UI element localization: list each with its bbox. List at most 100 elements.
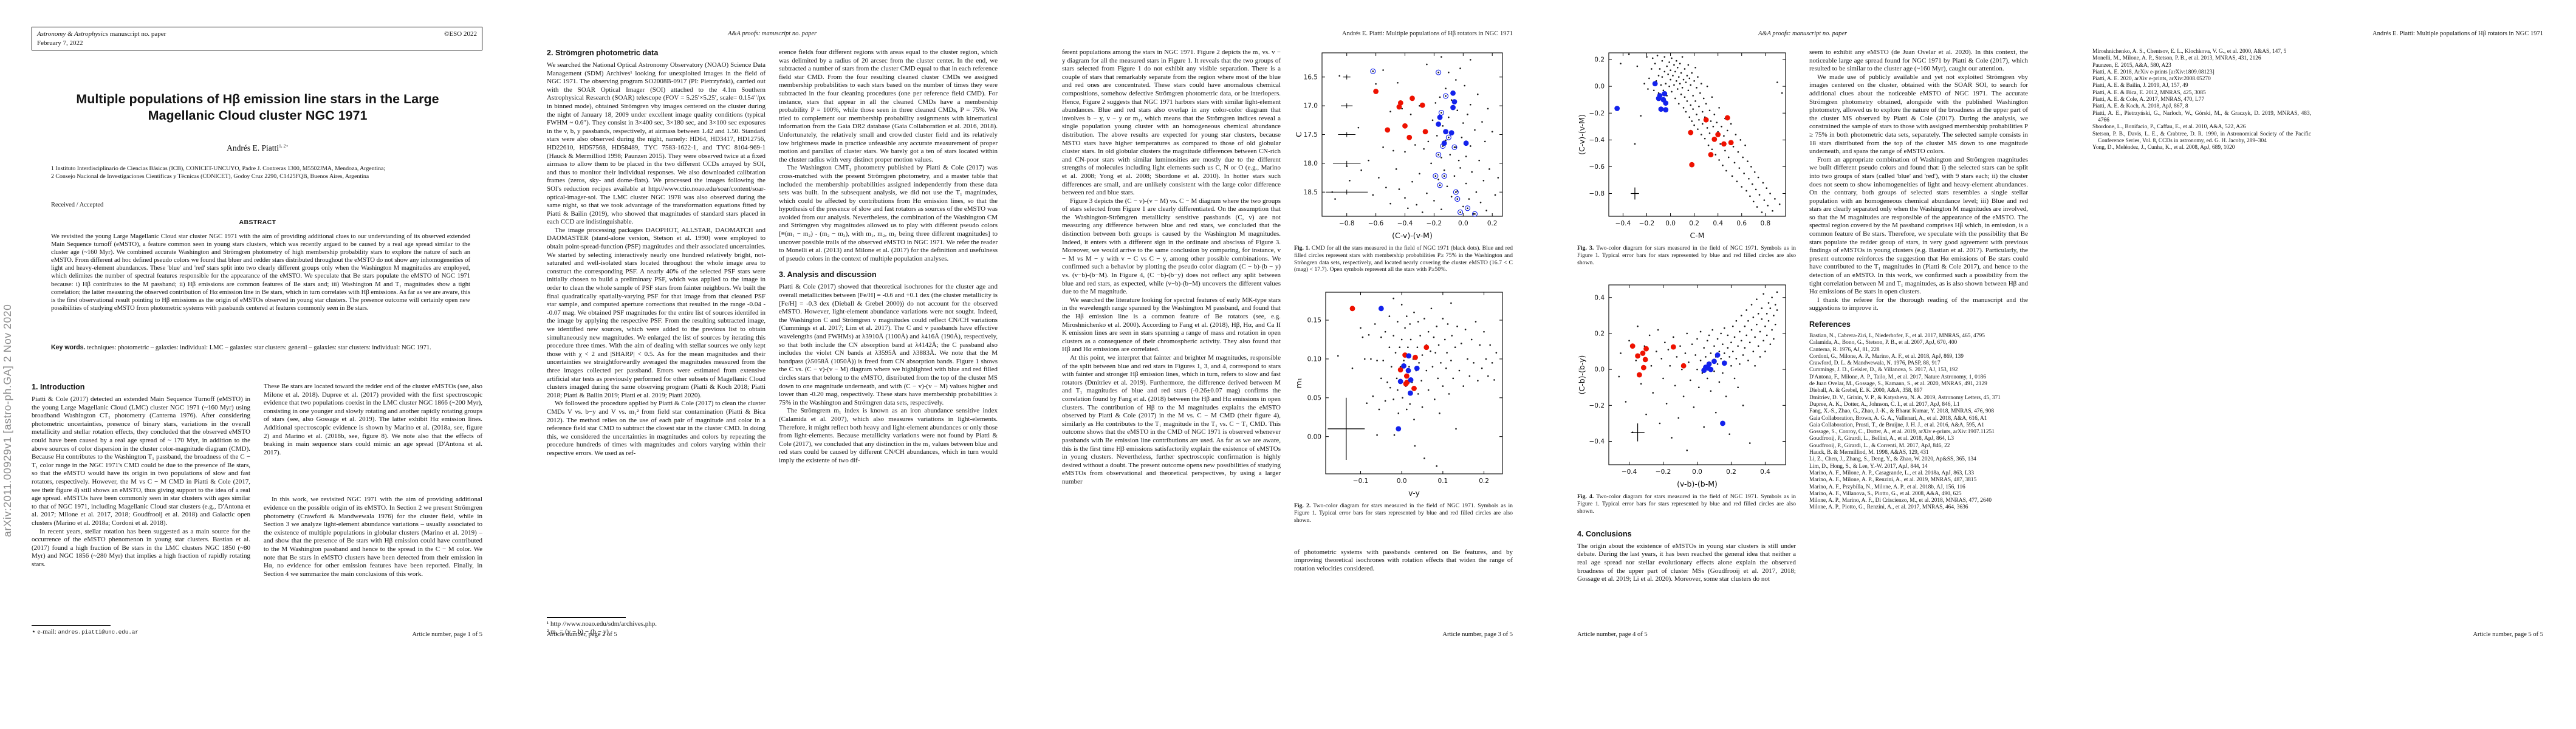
svg-text:0.05: 0.05 [1307,395,1321,402]
svg-text:0.2: 0.2 [1594,330,1605,338]
author-email: andres.piatti@unc.edu.ar [58,629,139,636]
affiliation-1: 1 Instituto Interdisciplinario de Cienci… [51,165,386,172]
svg-text:−0.2: −0.2 [1639,220,1655,227]
running-head: Andrés E. Piatti: Multiple populations o… [2372,30,2543,37]
reference-entry: Hauck, B. & Mermilliod, M. 1998, A&AS, 1… [1809,450,1929,456]
email-footnote: ⋆ e-mail: andres.piatti@unc.edu.ar [32,628,250,637]
reference-entry: Cummings, J. D., Geisler, D., & Villanov… [1809,367,1958,374]
svg-text:0.0: 0.0 [1397,477,1407,485]
reference-entry: Milone, A. P., Marino, A. F., Di Criscie… [1809,498,1992,504]
paragraph: At this point, we interpret that fainter… [1062,354,1281,485]
figure-1-caption-text: CMD for all the stars measured in the fi… [1294,245,1513,273]
abstract-text: We revisited the young Large Magellanic … [51,233,470,312]
affiliation-2: 2 Consejo Nacional de Investigaciones Ci… [51,173,369,180]
references-list: Bastian, N., Cabrera-Ziri, I., Niederhof… [1809,333,2028,512]
reference-entry: Piatti, A. E., Pietrzyński, G., Narloch,… [2092,110,2311,123]
paragraph: erence fields four different regions wit… [779,49,998,163]
reference-entry: Canterna, R. 1976, AJ, 81, 228 [1809,346,1880,353]
manuscript-label: manuscript no. paper [108,30,166,38]
reference-entry: Marino, A. F., Przybilla, N., Milone, A.… [1809,484,1965,490]
svg-text:0.4: 0.4 [1594,295,1605,302]
reference-entry: Lim, D., Hong, S., & Lee, Y.-W. 2017, Ap… [1809,463,1928,470]
paragraph: We followed the procedure applied by Pia… [547,400,766,457]
figure-2: −0.1 0.0 0.1 0.2 0.00 0.05 0.10 0.15 v-y m₁ Fig. … [1294,288,1513,524]
reference-entry: Sbordone, L., Bonifacio, P., Caffau, E.,… [2092,124,2246,131]
author-name: Andrés E. Piatti [227,143,279,152]
svg-text:0.15: 0.15 [1307,317,1321,324]
footnote-2: ² m₁ = (v − b) − (b − y) [547,628,609,636]
svg-text:0.0: 0.0 [1665,220,1676,227]
reference-entry: Piatti, A. E. & Bica, E. 2012, MNRAS, 42… [2092,89,2206,96]
page3-footer: Article number, page 3 of 5 [1442,631,1513,638]
svg-text:(C-v)-(v-M): (C-v)-(v-M) [1392,231,1433,240]
figure-3-caption: Fig. 3. Two-color diagram for stars meas… [1577,245,1796,266]
figure-2-plot: −0.1 0.0 0.1 0.2 0.00 0.05 0.10 0.15 v-y m₁ [1294,292,1503,498]
svg-text:0.2: 0.2 [1726,468,1736,476]
keywords-text: techniques: photometric – galaxies: indi… [85,344,431,351]
paragraph: We searched the National Optical Astrono… [547,61,766,226]
svg-text:0.0: 0.0 [1594,83,1605,91]
page-3: Andrés E. Piatti: Multiple populations o… [1030,0,1546,729]
reference-entry: Marino, A. F., Milone, A. P., Casagrande… [1809,470,1975,476]
keywords-line: Key words. techniques: photometric – gal… [51,344,470,352]
reference-entry: Dmitriev, D. V., Grinin, V. P., & Katysh… [1809,394,2001,401]
journal-header-box: Astronomy & Astrophysics manuscript no. … [32,27,482,50]
journal-header-left: Astronomy & Astrophysics manuscript no. … [37,30,166,47]
paragraph: We made use of publicly available and ye… [1809,73,2028,156]
svg-text:−0.4: −0.4 [1589,137,1605,144]
author-superscript: 1, 2⋆ [278,143,289,149]
svg-text:−0.2: −0.2 [1589,402,1605,409]
reference-entry: Milone, A. P., Piotto, G., Renzini, A., … [1809,504,1968,511]
page4-footer: Article number, page 4 of 5 [1577,631,1648,638]
page2-left-column: 2. Strömgren photometric data We searche… [547,49,766,638]
figure-3-plot: −0.4 −0.2 0.0 0.2 0.4 0.6 0.8 0.2 0.0 −0.2 −0.4 −0.… [1577,52,1786,240]
affiliations: 1 Instituto Interdisciplinario de Cienci… [51,165,470,180]
paragraph: Piatti & Cole (2017) showed that theoret… [779,283,998,406]
reference-entry: Dieball, A. & Grebel, E. K. 2000, A&A, 3… [1809,388,1923,394]
svg-text:0.00: 0.00 [1307,433,1321,440]
svg-text:−0.4: −0.4 [1615,220,1631,227]
reference-entry: Cordoni, G., Milone, A. P., Marino, A. F… [1809,353,1964,360]
reference-entry: Monelli, M., Milone, A. P., Stetson, P. … [2092,55,2261,62]
reference-entry: Piatti, A. E. 2018, ArXiv e-prints [arXi… [2092,69,2215,75]
manuscript-date: February 7, 2022 [37,39,83,47]
paragraph: Piatti & Cole (2017) detected an extende… [32,395,250,527]
svg-text:(v-b)-(b-M): (v-b)-(b-M) [1677,479,1718,488]
paragraph: In recent years, stellar rotation has be… [32,527,250,568]
svg-text:0.2: 0.2 [1479,477,1489,485]
svg-text:0.2: 0.2 [1487,220,1498,227]
figure-4-caption-text: Two-color diagram for stars measured in … [1577,493,1796,515]
reference-entry: Marino, A. F., Milone, A. P., Renzini, A… [1809,477,1977,484]
references-heading: References [1809,320,1851,329]
reference-entry: de Juan Ovelar, M., Gossage, S., Kamann,… [1809,381,1987,388]
paragraph: These Be stars are located toward the re… [264,383,482,456]
page4-left-column: −0.4 −0.2 0.0 0.2 0.4 0.6 0.8 0.2 0.0 −0.2 −0.4 −0.… [1577,49,1796,638]
paragraph: In this work, we revisited NGC 1971 with… [264,496,482,578]
reference-entry: Goudfrooij, P., Girardi, L., Bellini, A.… [1809,436,1954,442]
svg-text:−0.8: −0.8 [1589,190,1605,197]
section-4-heading: 4. Conclusions [1577,529,1632,538]
page2-right-column: erence fields four different regions wit… [779,49,998,638]
reference-entry: Crawford, D. L. & Mandwewala, N. 1976, P… [1809,360,1941,367]
svg-text:0.2: 0.2 [1689,220,1699,227]
figure-2-label: Fig. 2. [1294,502,1311,510]
svg-text:−0.6: −0.6 [1589,163,1605,171]
page-5: Andrés E. Piatti: Multiple populations o… [2061,0,2576,729]
svg-text:0.0: 0.0 [1458,220,1468,227]
reference-entry: Dupree, A. K., Dotter, A., Johnson, C. I… [1809,401,1960,408]
page-2: A&A proofs: manuscript no. paper 2. Strö… [515,0,1030,729]
keywords-label: Key words. [51,344,86,351]
reference-entry: Gaia Collaboration, Prusti, T., de Bruij… [1809,422,1984,428]
svg-text:0.4: 0.4 [1713,220,1723,227]
reference-entry: Calamida, A., Bono, G., Stetson, P. B., … [1809,340,1958,346]
svg-text:m₁: m₁ [1294,378,1303,388]
svg-text:17.5: 17.5 [1304,131,1318,139]
svg-text:(C-b)-(b-y): (C-b)-(b-y) [1577,355,1586,395]
footnote-rule [547,617,626,618]
running-head: A&A proofs: manuscript no. paper [1758,30,1848,37]
svg-text:−0.1: −0.1 [1353,477,1369,485]
reference-entry: Fang, X.-S., Zhao, G., Zhao, J.-K., & Bh… [1809,408,1995,415]
author-line: Andrés E. Piatti1, 2⋆ [0,143,515,153]
svg-text:18.0: 18.0 [1304,160,1318,167]
page-4: A&A proofs: manuscript no. paper −0.4 −0.… [1546,0,2061,729]
